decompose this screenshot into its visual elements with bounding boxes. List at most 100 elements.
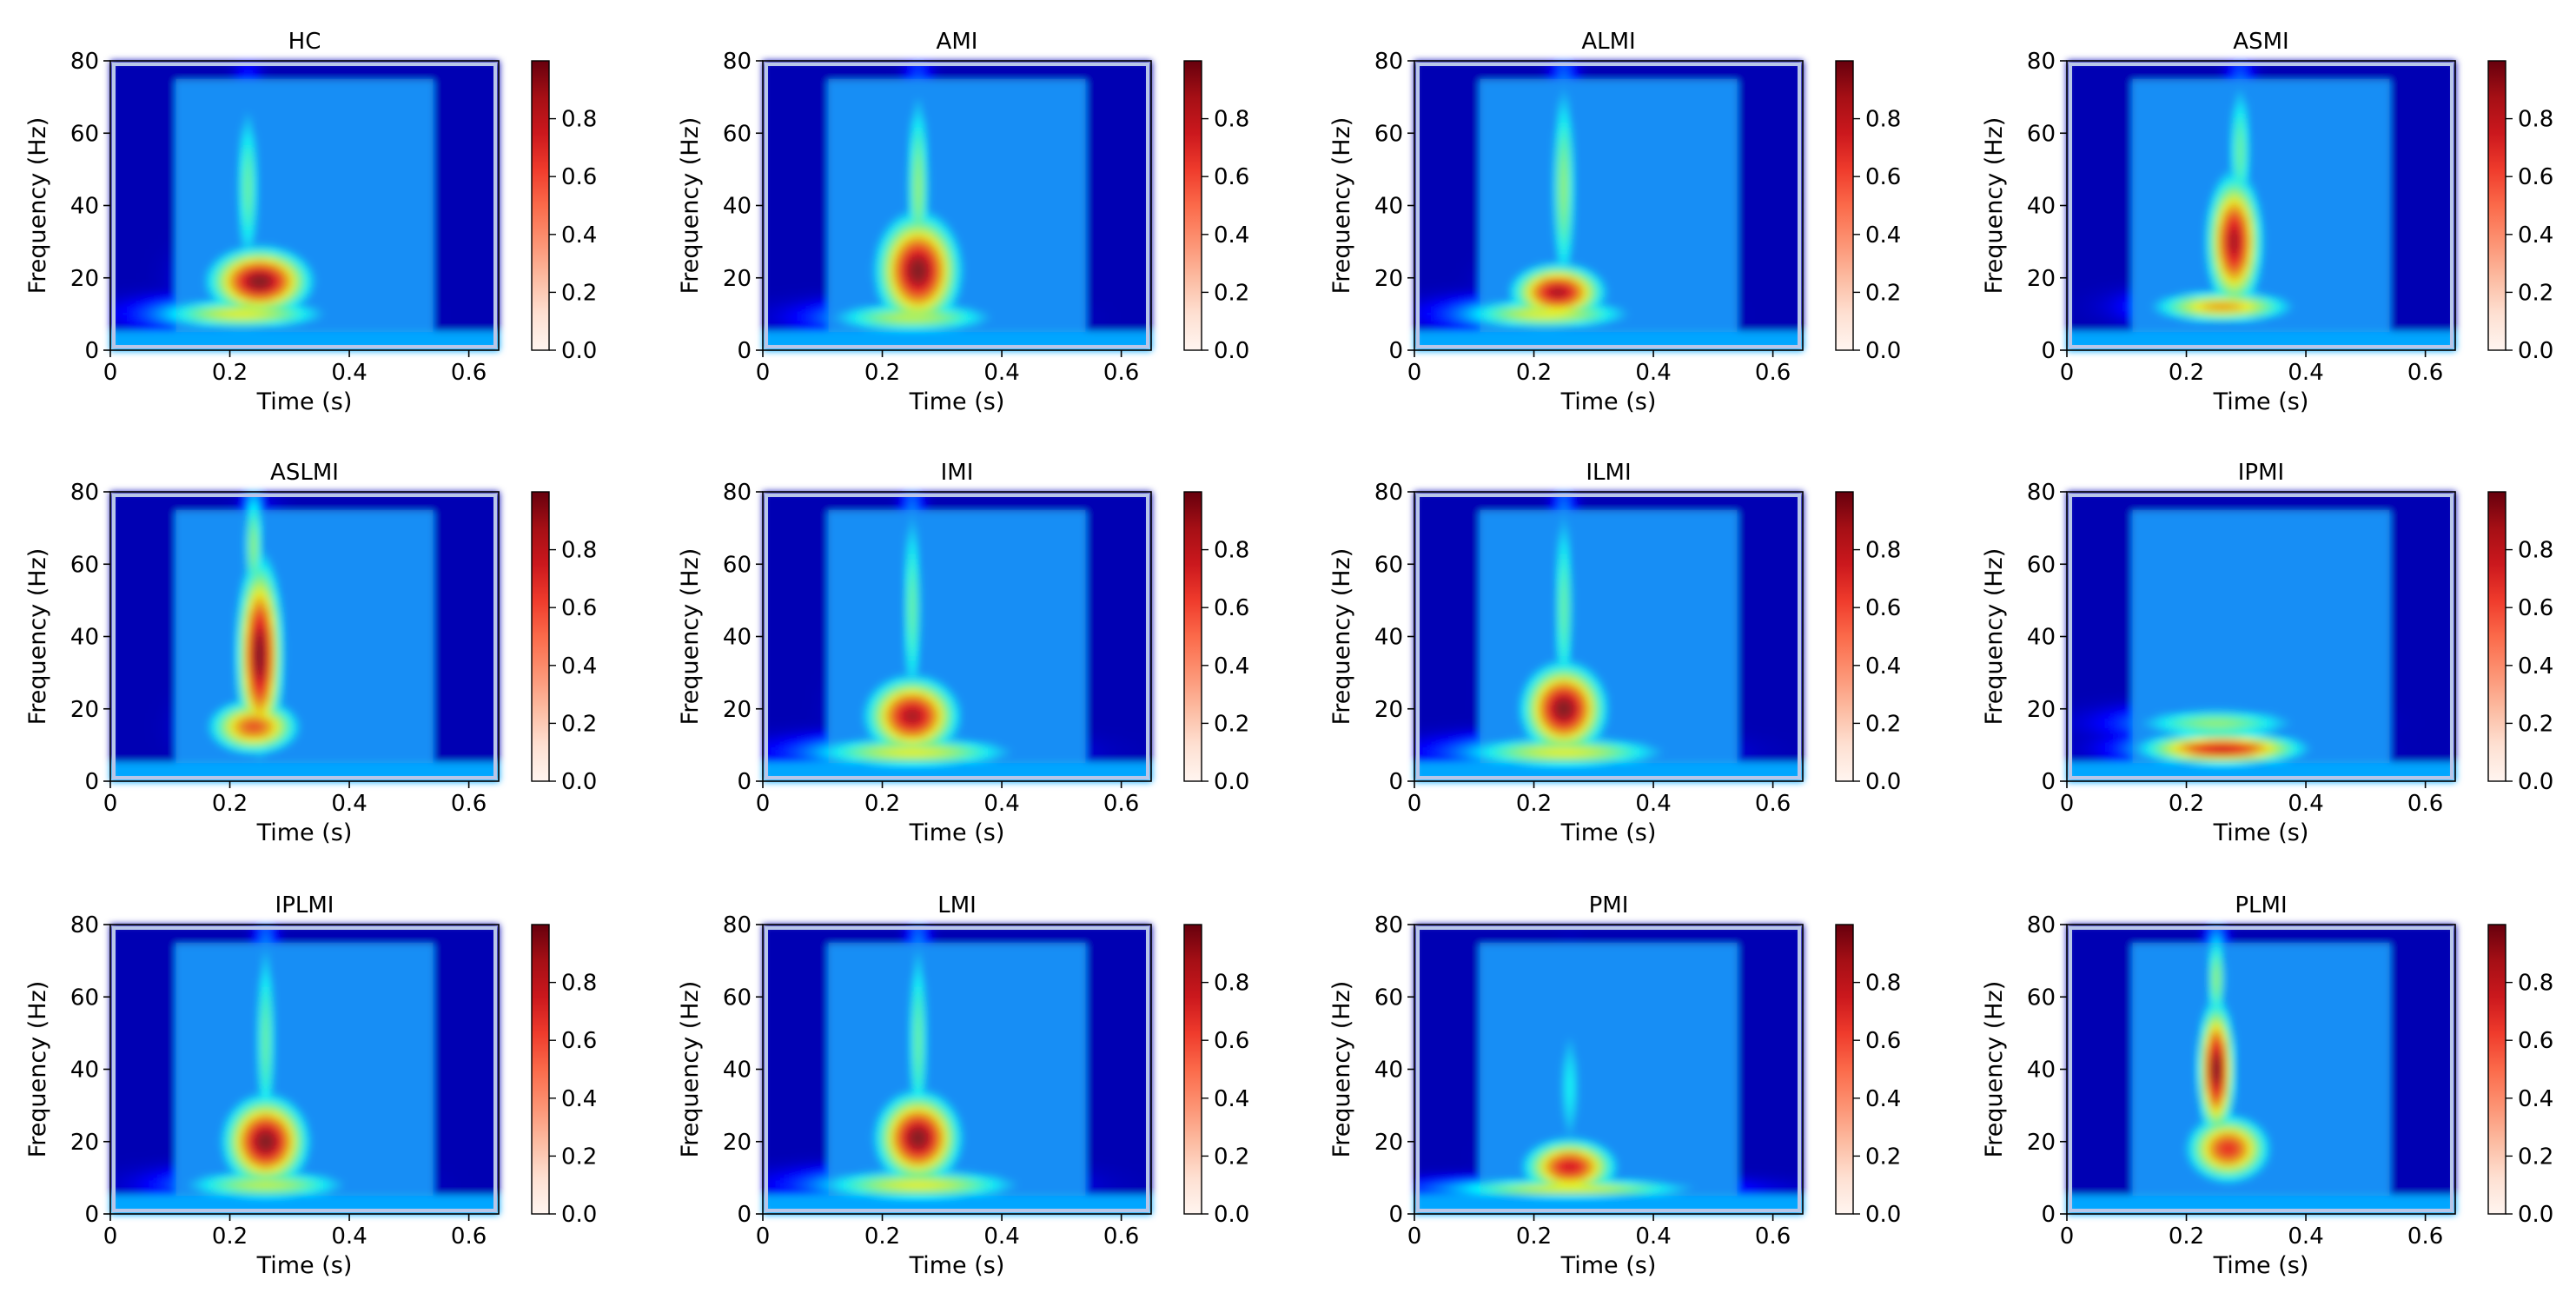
- x-tick-label: 0.2: [212, 791, 248, 817]
- x-tick-label: 0.4: [1635, 791, 1671, 817]
- attention-overlay: [2133, 79, 2390, 332]
- x-tick-label: 0.2: [864, 1223, 900, 1250]
- colorbar-tick-label: 0.8: [2518, 538, 2553, 564]
- x-tick-label: 0.4: [2288, 1223, 2323, 1250]
- panel-title: IPLMI: [275, 892, 334, 918]
- colorbar-tick-label: 0.0: [2518, 338, 2553, 364]
- panel-title: HC: [288, 29, 321, 55]
- colorbar-tick-label: 0.0: [1865, 338, 1901, 364]
- x-axis-label: Time (s): [909, 819, 1005, 846]
- attention-overlay: [176, 943, 434, 1196]
- colorbar-gradient: [1184, 492, 1202, 781]
- y-tick-label: 40: [723, 625, 752, 651]
- colorbar-tick-label: 0.2: [1865, 711, 1901, 737]
- x-tick-label: 0.4: [331, 791, 367, 817]
- colorbar-tick-label: 0.6: [1214, 1028, 1249, 1054]
- y-axis-label: Frequency (Hz): [24, 981, 51, 1158]
- x-tick-label: 0.6: [1755, 791, 1791, 817]
- x-tick-label: 0.2: [864, 791, 900, 817]
- colorbar-tick-label: 0.8: [2518, 971, 2553, 997]
- x-tick-label: 0.2: [1516, 791, 1552, 817]
- x-axis-label: Time (s): [909, 1252, 1005, 1279]
- colorbar-tick-label: 0.4: [2518, 222, 2553, 249]
- y-tick-label: 40: [2027, 194, 2056, 220]
- colorbar-tick-label: 0.8: [1214, 971, 1249, 997]
- y-tick-label: 20: [723, 266, 752, 292]
- colorbar-tick-label: 0.2: [1214, 711, 1249, 737]
- colorbar-gradient: [1184, 61, 1202, 350]
- colorbar-gradient: [1836, 925, 1853, 1214]
- attention-overlay: [1480, 943, 1738, 1196]
- y-tick-label: 0: [2041, 769, 2056, 795]
- y-axis-label: Frequency (Hz): [1981, 117, 2008, 295]
- colorbar-tick-label: 0.4: [1214, 1086, 1249, 1112]
- x-tick-label: 0.4: [2288, 360, 2323, 386]
- x-tick-label: 0.2: [2169, 360, 2204, 386]
- colorbar: 0.00.20.40.60.8: [2488, 925, 2553, 1228]
- y-tick-label: 20: [2027, 266, 2056, 292]
- colorbar-tick-label: 0.8: [561, 538, 597, 564]
- colorbar-tick-label: 0.0: [1214, 769, 1249, 795]
- panel-title: PLMI: [2235, 892, 2287, 918]
- x-tick-label: 0.2: [2169, 1223, 2204, 1250]
- colorbar-tick-label: 0.2: [1865, 1144, 1901, 1170]
- x-tick-label: 0: [103, 1223, 118, 1250]
- colorbar-gradient: [1836, 61, 1853, 350]
- x-tick-label: 0.4: [331, 360, 367, 386]
- x-tick-label: 0.6: [1755, 360, 1791, 386]
- y-tick-label: 80: [70, 912, 99, 938]
- colorbar-tick-label: 0.2: [2518, 711, 2553, 737]
- attention-overlay: [2133, 943, 2390, 1196]
- y-axis-label: Frequency (Hz): [1981, 548, 2008, 726]
- y-tick-label: 60: [2027, 985, 2056, 1011]
- x-tick-label: 0.6: [451, 1223, 487, 1250]
- colorbar-tick-label: 0.4: [1865, 1086, 1901, 1112]
- y-tick-label: 80: [1374, 912, 1403, 938]
- colorbar-gradient: [1836, 492, 1853, 781]
- attention-overlay: [176, 510, 434, 763]
- panel-title: IMI: [941, 460, 974, 486]
- x-tick-label: 0: [2060, 360, 2075, 386]
- x-tick-label: 0.4: [1635, 360, 1671, 386]
- colorbar: 0.00.20.40.60.8: [1836, 925, 1901, 1228]
- colorbar-tick-label: 0.2: [561, 280, 597, 306]
- y-tick-label: 20: [1374, 1130, 1403, 1156]
- y-tick-label: 0: [84, 769, 99, 795]
- attention-overlay: [1480, 79, 1738, 332]
- y-axis-label: Frequency (Hz): [24, 548, 51, 726]
- colorbar-tick-label: 0.0: [1214, 1202, 1249, 1228]
- x-tick-label: 0.2: [1516, 1223, 1552, 1250]
- x-tick-label: 0.6: [2407, 1223, 2443, 1250]
- colorbar: 0.00.20.40.60.8: [2488, 492, 2553, 795]
- x-tick-label: 0.4: [983, 360, 1019, 386]
- attention-overlay: [829, 79, 1086, 332]
- x-axis-label: Time (s): [1560, 1252, 1657, 1279]
- colorbar-tick-label: 0.2: [1865, 280, 1901, 306]
- panel-title: ASLMI: [270, 460, 339, 486]
- colorbar-tick-label: 0.2: [1214, 1144, 1249, 1170]
- colorbar: 0.00.20.40.60.8: [1184, 61, 1249, 364]
- colorbar-tick-label: 0.8: [561, 971, 597, 997]
- y-tick-label: 80: [1374, 480, 1403, 506]
- y-tick-label: 80: [723, 912, 752, 938]
- x-tick-label: 0: [756, 360, 771, 386]
- y-tick-label: 0: [84, 1202, 99, 1228]
- colorbar-tick-label: 0.4: [1214, 222, 1249, 249]
- y-tick-label: 60: [70, 552, 99, 578]
- x-tick-label: 0: [103, 791, 118, 817]
- y-tick-label: 20: [70, 697, 99, 723]
- colorbar-tick-label: 0.6: [561, 1028, 597, 1054]
- y-tick-label: 40: [1374, 625, 1403, 651]
- colorbar: 0.00.20.40.60.8: [1836, 492, 1901, 795]
- panel-title: IPMI: [2238, 460, 2284, 486]
- y-tick-label: 20: [70, 1130, 99, 1156]
- y-tick-label: 40: [70, 1058, 99, 1084]
